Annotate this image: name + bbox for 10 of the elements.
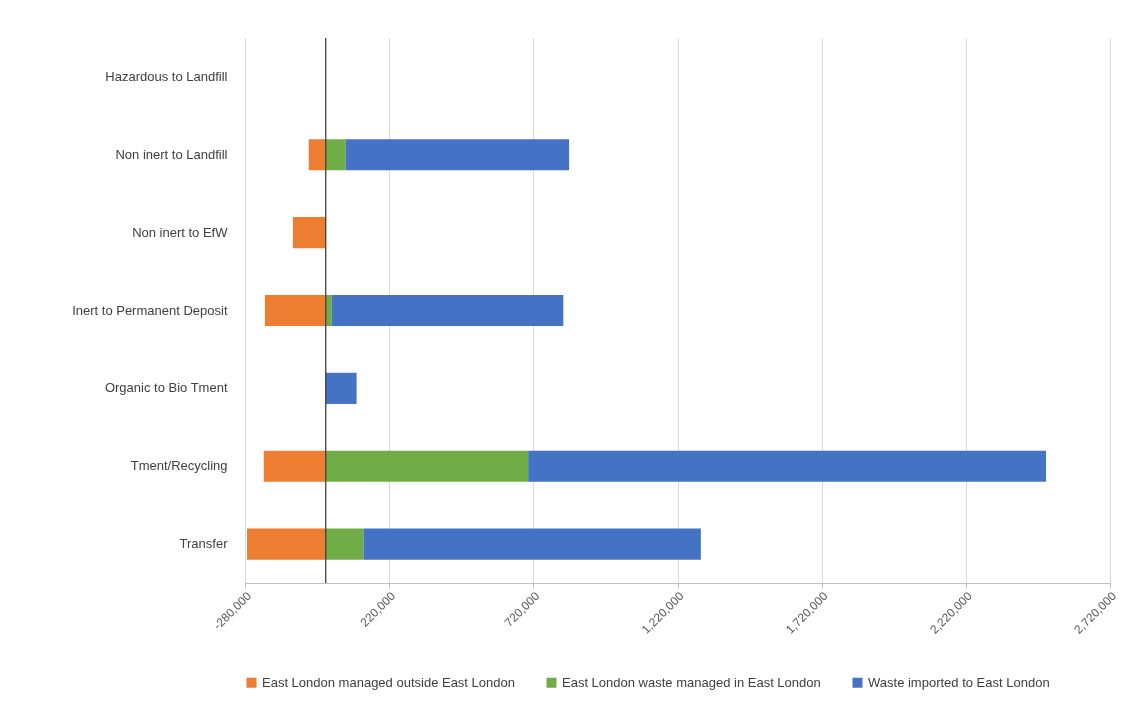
y-tick-label: Tment/Recycling (130, 458, 228, 474)
y-tick-label: Transfer (179, 536, 229, 552)
y-tick-label: Non inert to Landfill (115, 146, 228, 162)
y-tick-label: Organic to Bio Tment (104, 380, 228, 396)
y-tick-label: Non inert to EfW (132, 224, 229, 240)
legend-label: East London waste managed in East London (562, 674, 821, 690)
legend-label: Waste imported to East London (868, 674, 1050, 690)
y-tick-label: Hazardous to Landfill (105, 68, 228, 84)
y-tick-label: Inert to Permanent Deposit (72, 302, 228, 318)
legend-label: East London managed outside East London (262, 674, 515, 690)
